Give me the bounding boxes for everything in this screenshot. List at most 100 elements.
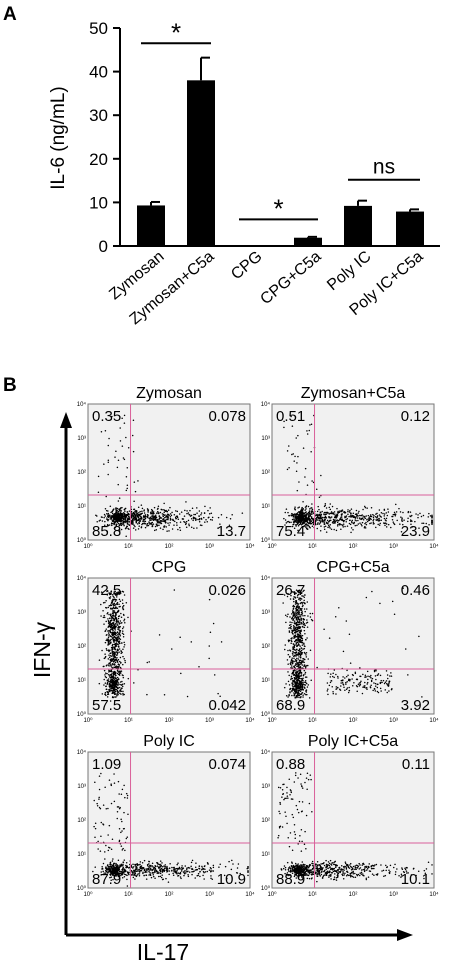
- event-dot: [107, 658, 110, 660]
- event-dot: [183, 870, 186, 872]
- event-dot: [136, 514, 138, 517]
- event-dot: [122, 591, 125, 593]
- event-dot: [366, 519, 368, 521]
- event-dot: [329, 681, 332, 684]
- event-dot: [362, 673, 364, 676]
- event-dot: [321, 870, 323, 873]
- event-dot: [145, 878, 148, 880]
- event-dot: [425, 868, 428, 870]
- event-dot: [107, 868, 110, 870]
- event-dot: [348, 519, 351, 522]
- event-dot: [154, 865, 157, 868]
- event-dot: [338, 523, 341, 525]
- event-dot: [106, 680, 109, 682]
- event-dot: [122, 692, 124, 695]
- event-dot: [147, 514, 149, 517]
- event-dot: [111, 860, 114, 862]
- event-dot: [108, 524, 111, 526]
- event-dot: [293, 688, 295, 690]
- event-dot: [340, 869, 342, 871]
- event-dot: [183, 872, 186, 875]
- event-dot: [109, 518, 111, 520]
- event-dot: [208, 645, 211, 647]
- event-dot: [117, 864, 119, 867]
- event-dot: [175, 867, 178, 870]
- event-dot: [291, 525, 294, 528]
- event-dot: [100, 516, 103, 518]
- event-dot: [132, 866, 135, 868]
- event-dot: [122, 690, 124, 693]
- event-dot: [354, 866, 357, 869]
- event-dot: [186, 512, 188, 515]
- event-dot: [297, 525, 300, 527]
- event-dot: [117, 500, 120, 502]
- event-dot: [114, 664, 116, 666]
- event-dot: [126, 514, 129, 516]
- y-tick-label: 10: [89, 193, 108, 212]
- event-dot: [114, 633, 117, 635]
- event-dot: [318, 523, 321, 525]
- event-dot: [379, 515, 382, 517]
- event-dot: [346, 518, 349, 520]
- event-dot: [138, 511, 140, 514]
- event-dot: [342, 676, 344, 678]
- event-dot: [345, 681, 347, 684]
- event-dot: [297, 638, 299, 640]
- event-dot: [312, 870, 314, 873]
- event-dot: [304, 467, 307, 470]
- event-dot: [297, 633, 300, 636]
- event-dot: [112, 595, 114, 598]
- x-tick-label: 10²: [349, 544, 358, 550]
- event-dot: [148, 874, 150, 876]
- event-dot: [310, 520, 313, 522]
- event-dot: [116, 654, 118, 656]
- event-dot: [111, 614, 114, 617]
- event-dot: [391, 600, 394, 603]
- event-dot: [388, 680, 390, 683]
- event-dot: [126, 511, 129, 513]
- event-dot: [312, 863, 314, 865]
- event-dot: [431, 873, 433, 875]
- event-dot: [122, 602, 124, 605]
- event-dot: [301, 603, 304, 605]
- event-dot: [168, 530, 170, 532]
- event-dot: [146, 693, 148, 696]
- event-dot: [117, 513, 119, 515]
- event-dot: [152, 872, 155, 874]
- event-dot: [169, 862, 171, 865]
- event-dot: [291, 689, 293, 692]
- event-dot: [291, 631, 293, 633]
- event-dot: [118, 528, 121, 531]
- event-dot: [126, 484, 129, 486]
- event-dot: [362, 515, 365, 517]
- event-dot: [368, 519, 371, 521]
- event-dot: [372, 864, 375, 867]
- event-dot: [123, 422, 126, 424]
- event-dot: [289, 687, 292, 690]
- event-dot: [110, 511, 112, 514]
- event-dot: [119, 620, 122, 622]
- event-dot: [143, 859, 146, 862]
- event-dot: [115, 516, 118, 519]
- event-dot: [335, 688, 337, 690]
- event-dot: [342, 526, 344, 528]
- category-label: Zymosan+C5a: [127, 248, 218, 328]
- event-dot: [188, 524, 190, 527]
- event-dot: [111, 520, 114, 523]
- event-dot: [236, 867, 239, 869]
- event-dot: [110, 802, 113, 805]
- event-dot: [294, 631, 297, 634]
- event-dot: [344, 525, 346, 528]
- event-dot: [290, 594, 292, 597]
- event-dot: [378, 509, 381, 511]
- event-dot: [288, 467, 290, 469]
- event-dot: [159, 870, 162, 873]
- y-tick-label: 10⁴: [77, 749, 87, 756]
- event-dot: [105, 868, 108, 871]
- event-dot: [298, 631, 301, 634]
- event-dot: [114, 646, 116, 648]
- event-dot: [118, 637, 121, 640]
- event-dot: [345, 620, 348, 622]
- event-dot: [158, 518, 160, 521]
- category-label: CPG: [228, 248, 265, 283]
